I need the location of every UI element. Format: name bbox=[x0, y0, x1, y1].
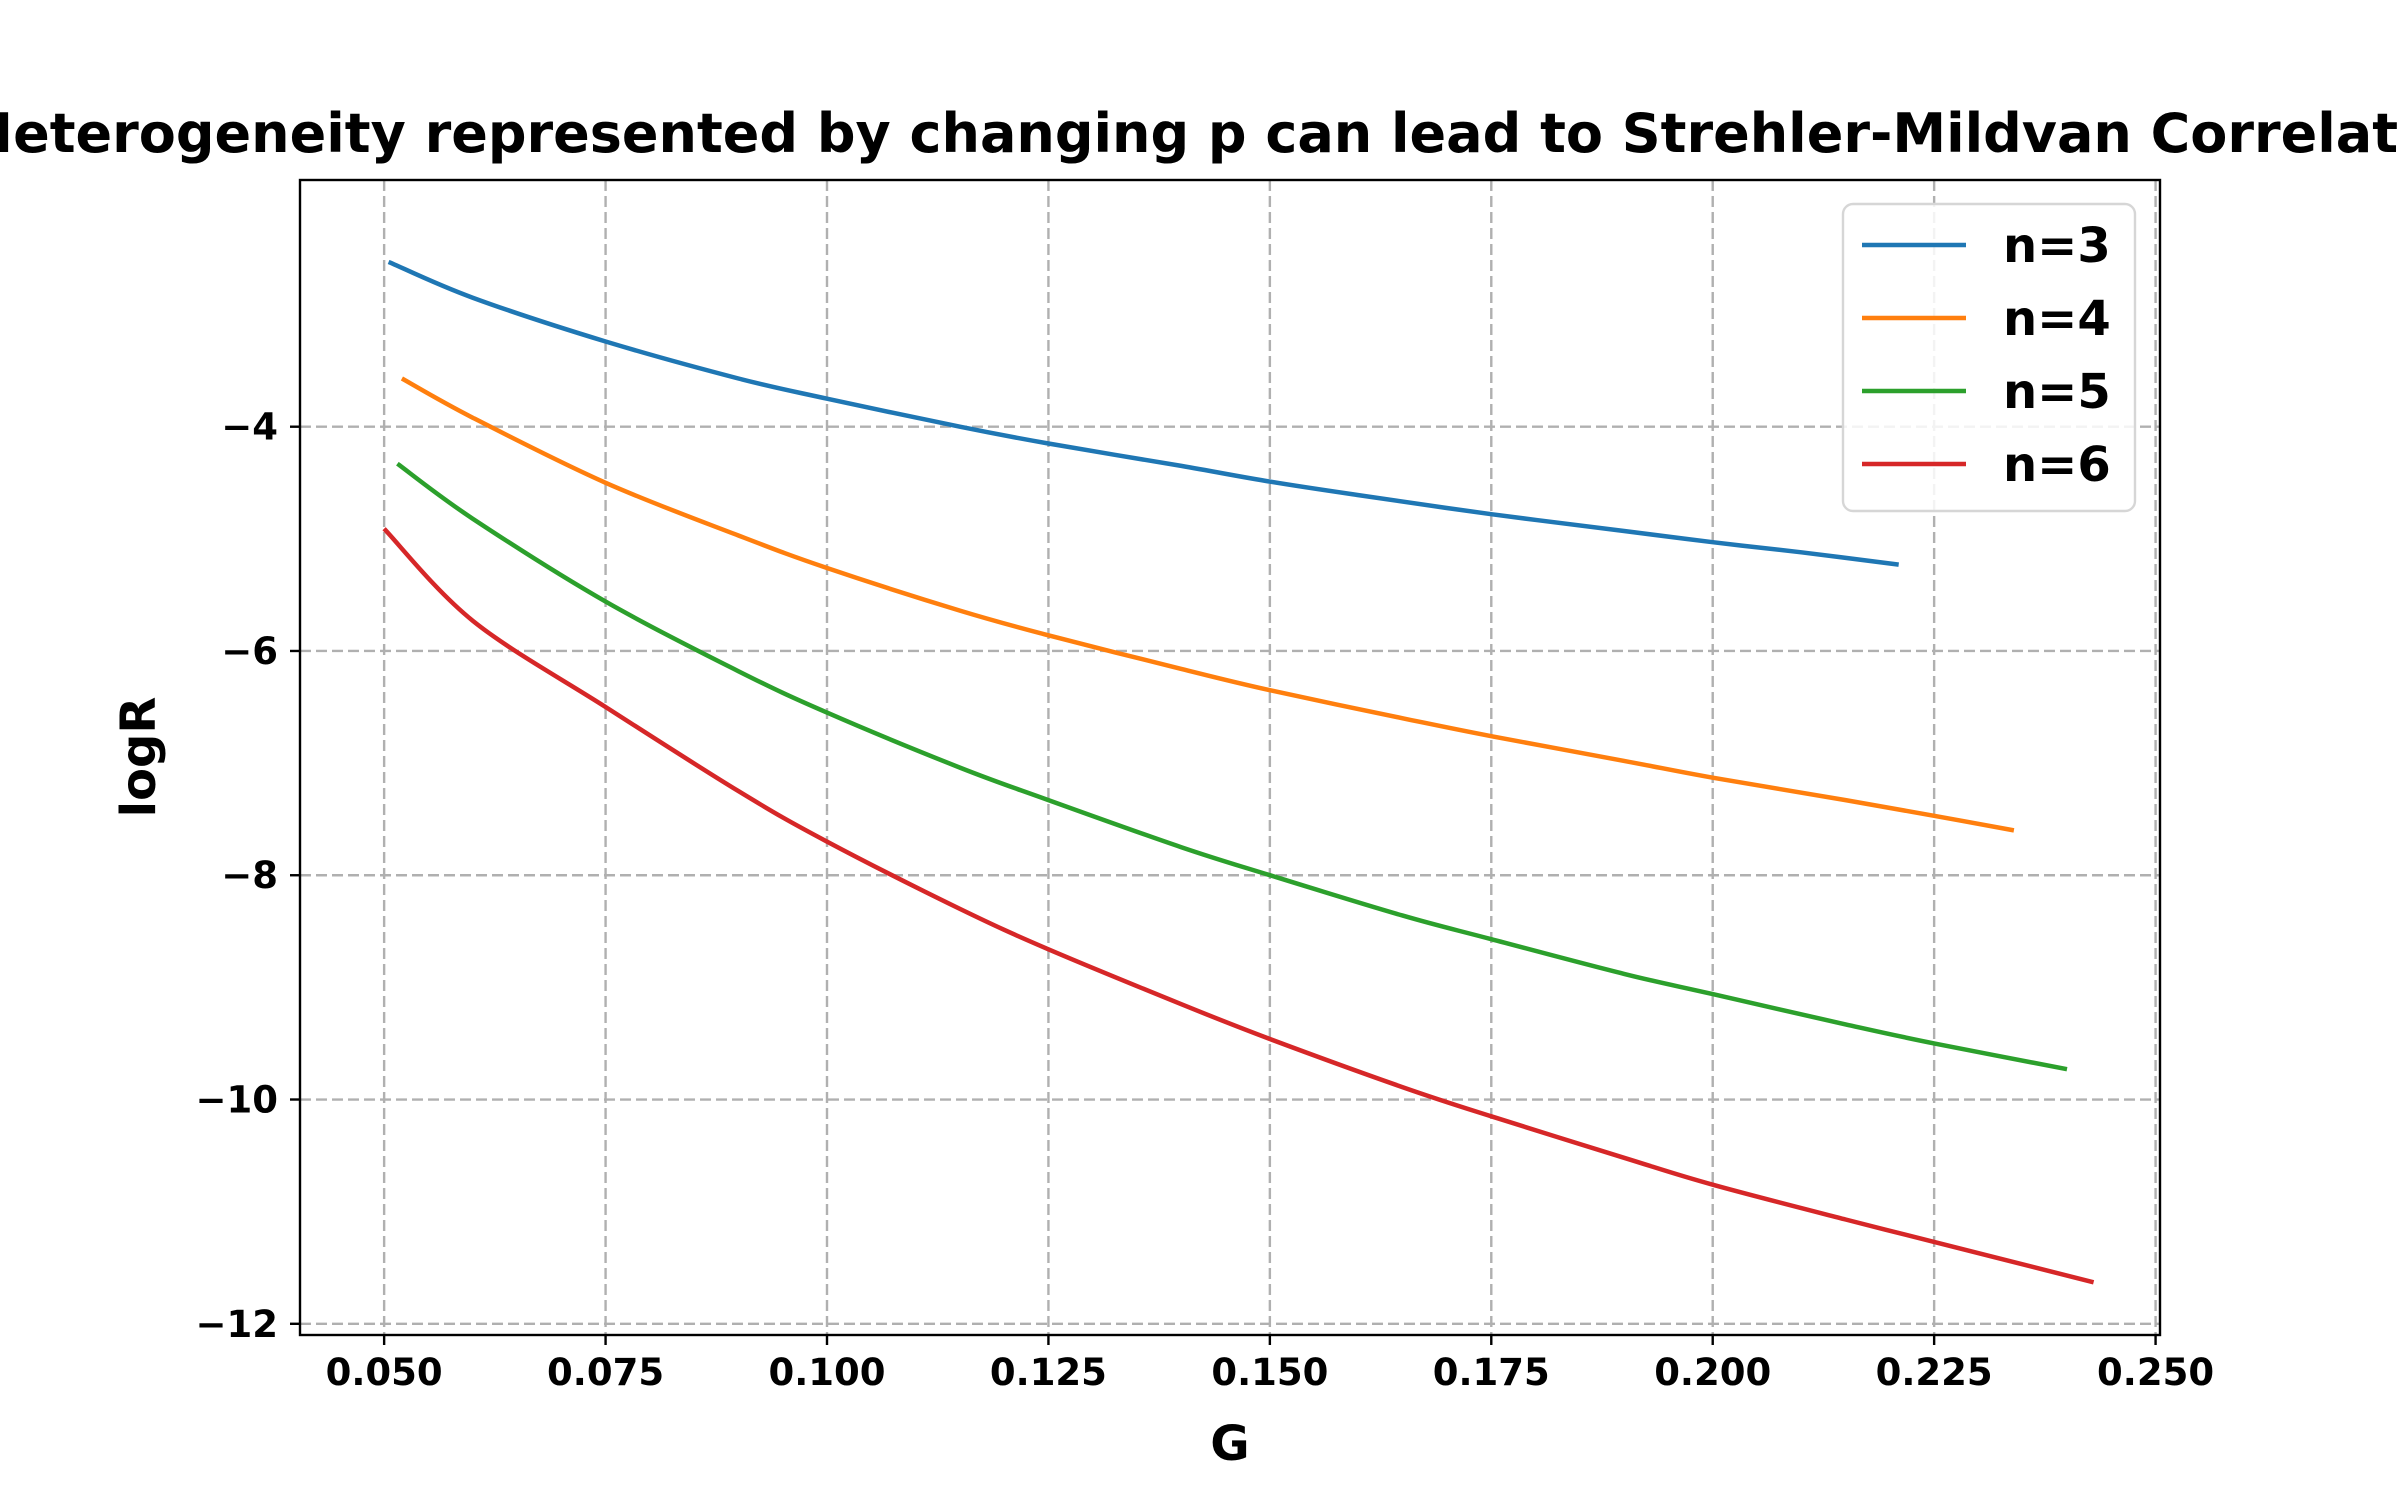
legend-label: n=6 bbox=[2003, 437, 2111, 493]
x-tick-label: 0.175 bbox=[1433, 1351, 1550, 1394]
y-tick-label: −10 bbox=[196, 1079, 279, 1122]
series-line-n-5 bbox=[396, 461, 2068, 1072]
grid bbox=[300, 180, 2160, 1335]
x-tick-label: 0.100 bbox=[768, 1351, 885, 1394]
legend-label: n=4 bbox=[2003, 291, 2111, 347]
axis-ticks: 0.050 0.075 0.100 0.125 0.150 0.175 0.200 0.225… bbox=[196, 406, 2215, 1394]
series-line-n-3 bbox=[387, 259, 1899, 567]
legend-box bbox=[1841, 202, 2137, 513]
y-tick-label: −8 bbox=[221, 854, 278, 897]
plot-frame bbox=[298, 178, 2162, 1337]
legend: n=3 n=4 n=5 n=6 bbox=[1841, 202, 2137, 513]
x-tick-label: 0.200 bbox=[1654, 1351, 1771, 1394]
x-tick-label: 0.250 bbox=[2097, 1351, 2214, 1394]
legend-label: n=5 bbox=[2003, 364, 2111, 420]
y-tick-label: −4 bbox=[221, 406, 278, 449]
y-tick-label: −6 bbox=[221, 630, 278, 673]
chart-title: Heterogeneity represented by changing p … bbox=[0, 102, 2400, 165]
x-tick-label: 0.225 bbox=[1876, 1351, 1993, 1394]
x-tick-label: 0.050 bbox=[326, 1351, 443, 1394]
x-axis-label: G bbox=[1210, 1416, 1249, 1472]
series-lines bbox=[382, 259, 2095, 1285]
y-tick-label: −12 bbox=[196, 1303, 279, 1346]
y-axis-label: logR bbox=[111, 697, 167, 818]
series-line-n-4 bbox=[400, 376, 2015, 833]
x-tick-label: 0.125 bbox=[990, 1351, 1107, 1394]
legend-label: n=3 bbox=[2003, 218, 2111, 274]
x-tick-label: 0.075 bbox=[547, 1351, 664, 1394]
series-line-n-6 bbox=[382, 527, 2095, 1285]
x-tick-label: 0.150 bbox=[1211, 1351, 1328, 1394]
